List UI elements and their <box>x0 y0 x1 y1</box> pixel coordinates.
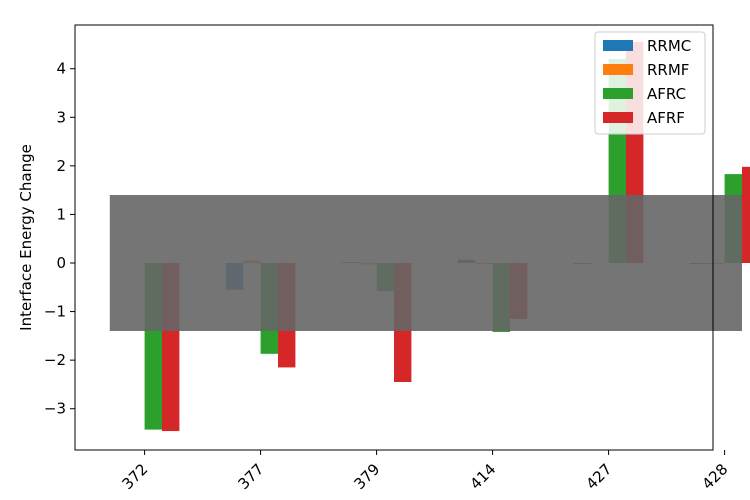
y-tick-label: 2 <box>56 157 66 175</box>
shaded-band <box>109 195 743 331</box>
y-tick-label: 0 <box>56 254 66 272</box>
y-tick-label: 1 <box>56 205 66 223</box>
x-tick-label: 377 <box>234 460 267 493</box>
y-tick-label: −1 <box>44 303 66 321</box>
y-tick-label: 4 <box>56 60 66 78</box>
legend-label-rrmc: RRMC <box>647 37 691 55</box>
legend-swatch-rrmf <box>603 64 633 75</box>
legend-label-afrf: AFRF <box>647 109 685 127</box>
legend-box <box>594 31 706 135</box>
legend: RRMC RRMF AFRC AFRF <box>594 31 706 135</box>
legend-swatch-afrc <box>603 88 633 99</box>
y-tick-label: −3 <box>44 400 66 418</box>
y-axis-label: Interface Energy Change <box>17 144 35 331</box>
x-tick-label: 379 <box>350 460 383 493</box>
y-tick-label: −2 <box>44 351 66 369</box>
legend-label-rrmf: RRMF <box>647 61 689 79</box>
legend-label-afrc: AFRC <box>647 85 686 103</box>
band-layer <box>109 195 743 331</box>
legend-swatch-rrmc <box>603 40 633 51</box>
x-tick-label: 427 <box>582 460 615 493</box>
x-tick-label: 372 <box>118 460 151 493</box>
legend-swatch-afrf <box>603 112 633 123</box>
x-tick-label: 428 <box>698 460 731 493</box>
x-tick-label: 414 <box>466 460 499 493</box>
y-tick-label: 3 <box>56 108 66 126</box>
plot-frame <box>74 24 714 451</box>
bar-afrf-428 <box>742 166 750 263</box>
